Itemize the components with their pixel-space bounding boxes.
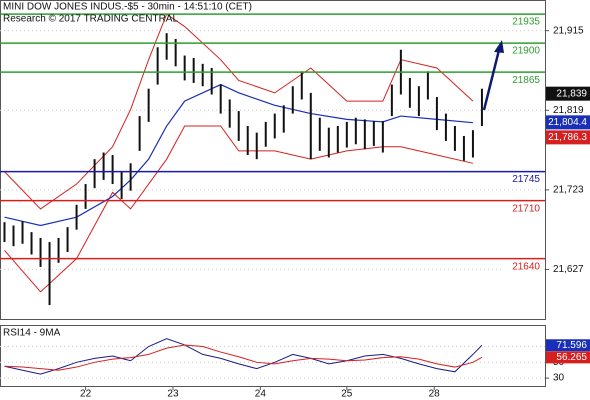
price-tag [546, 115, 590, 130]
moving-average [4, 83, 473, 227]
rsi-tag-label: 56.265 [556, 352, 587, 363]
price-tag-label: 21,839 [556, 88, 587, 99]
rsi-tag-label: 71.596 [556, 340, 587, 351]
rsi-frame [0, 325, 546, 387]
chart-title: MINI DOW JONES INDUS.-$5 - 30min - 14:51… [3, 2, 252, 13]
price-tag [546, 86, 590, 101]
level-label-bg [504, 202, 542, 215]
level-label-bg [504, 173, 542, 186]
price-tag-label: 21,804.4 [548, 117, 587, 128]
price-frame [0, 0, 546, 320]
price-tag [546, 130, 590, 145]
y-tick-label: 21,627 [553, 264, 584, 275]
level-label-bg [504, 260, 542, 273]
chart-subtitle: Research © 2017 TRADING CENTRAL [3, 14, 178, 25]
level-label-bg [504, 16, 542, 29]
y-tick-label: 21,819 [553, 105, 584, 116]
level-label: 21745 [512, 174, 540, 185]
level-label-bg [504, 74, 542, 87]
x-tick-label: 28 [429, 389, 441, 400]
level-label: 21900 [512, 46, 540, 57]
x-tick-label: 23 [167, 389, 179, 400]
x-tick-label: 25 [341, 389, 353, 400]
rsi-tag [546, 339, 590, 352]
x-tick-label: 24 [255, 389, 267, 400]
level-label-bg [504, 45, 542, 58]
level-label: 21640 [512, 261, 540, 272]
rsi-tag [546, 351, 590, 364]
level-label: 21935 [512, 17, 540, 28]
forecast-arrowhead [494, 40, 504, 53]
rsi-line [4, 338, 483, 375]
y-tick-label: 30 [553, 373, 565, 384]
bollinger-upper [4, 13, 474, 210]
level-label: 21710 [512, 203, 540, 214]
y-tick-label: 21,915 [553, 25, 584, 36]
y-tick-label: 21,723 [553, 184, 584, 195]
rsi-line [4, 344, 483, 371]
price-tag-label: 21,786.3 [548, 132, 587, 143]
rsi-title: RSI14 - 9MA [3, 328, 61, 339]
x-tick-label: 22 [80, 389, 92, 400]
forecast-arrow [482, 49, 501, 111]
bollinger-lower [4, 125, 474, 293]
level-label: 21865 [512, 75, 540, 86]
